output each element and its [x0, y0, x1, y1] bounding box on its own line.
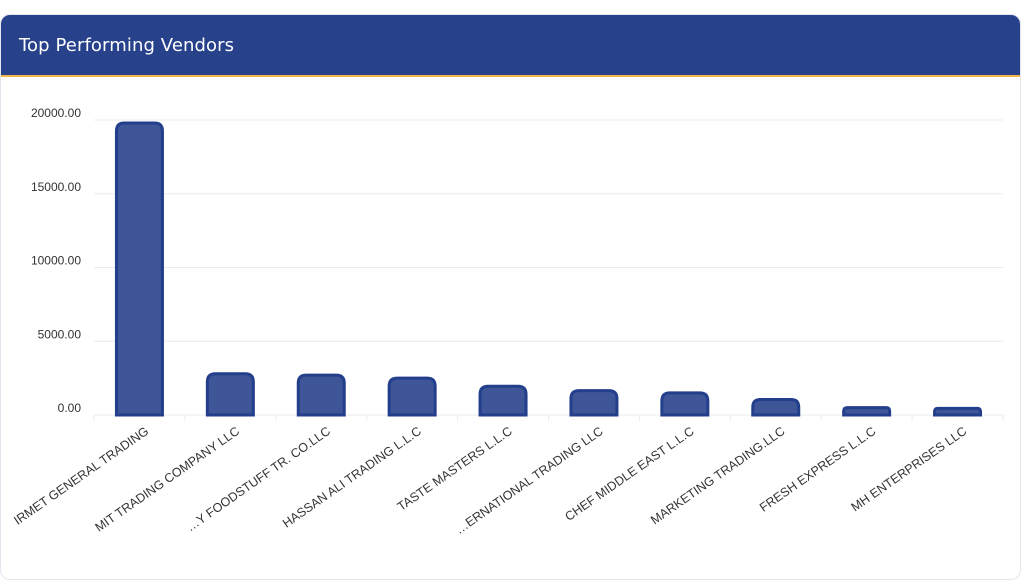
y-tick-label: 20000.00: [31, 106, 81, 120]
x-category-label: MIT TRADING COMPANY LLC: [93, 424, 243, 535]
bar: [569, 389, 619, 417]
bar: [660, 391, 710, 417]
y-tick-label: 5000.00: [38, 327, 82, 341]
x-category-label: …ERNATIONAL TRADING LLC: [453, 424, 606, 537]
card-title: Top Performing Vendors: [19, 34, 235, 56]
card-header: Top Performing Vendors: [1, 15, 1020, 77]
bar: [478, 384, 528, 417]
bar: [205, 372, 255, 417]
bar: [387, 376, 437, 417]
x-category-label: …Y FOODSTUFF TR. CO.LLC: [184, 424, 333, 534]
y-tick-label: 0.00: [58, 401, 82, 415]
vendors-bar-chart: 0.005000.0010000.0015000.0020000.00IRMET…: [11, 106, 1004, 537]
y-tick-label: 15000.00: [31, 180, 81, 194]
y-tick-label: 10000.00: [31, 254, 81, 268]
bar: [842, 406, 892, 417]
bar: [114, 121, 164, 417]
bar: [751, 398, 801, 417]
bar: [933, 406, 983, 417]
bar: [296, 373, 346, 417]
vendors-card: Top Performing Vendors 0.00 5000.00 10000.…: [0, 14, 1021, 580]
